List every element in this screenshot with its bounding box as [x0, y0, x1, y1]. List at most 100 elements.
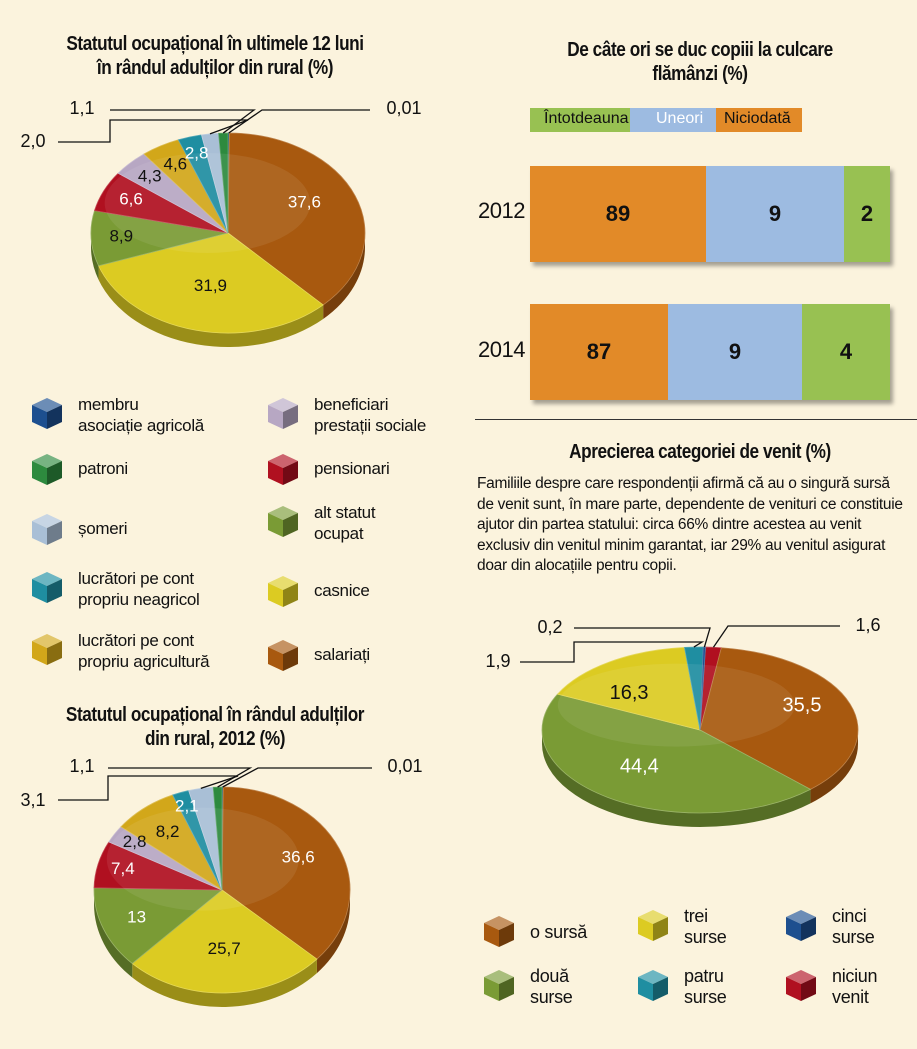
pie2-leader-1,1: [108, 767, 253, 788]
legend-cube-icon: [784, 908, 832, 947]
bar-category-2012: 2012: [478, 198, 525, 223]
legend-item-alt-statut-ocupat: alt statut ocupat: [266, 503, 376, 544]
bar-legend-uneori: Uneori: [630, 108, 716, 132]
chart1-title-line2: în rândul adulților din rural (%): [96, 57, 334, 79]
legend-label-line1: trei: [684, 906, 708, 926]
legend-cube-icon: [482, 968, 530, 1007]
pie2-slice-casnice: [131, 889, 318, 994]
legend-item-o-sursă: o sursă: [482, 914, 587, 953]
legend-label: lucrători pe cont propriu agricultură: [78, 630, 210, 672]
legend-label-line1: beneficiari: [314, 395, 389, 414]
legend-item-casnice: casnice: [266, 574, 370, 613]
legend-label-line2: surse: [684, 927, 727, 947]
pie3-slice-cinci-surse: [699, 646, 706, 731]
bar-2012-Întotdeauna: 2: [844, 166, 890, 262]
pie2-label-7,4: 7,4: [111, 859, 135, 878]
pie1-slice-casnice: [97, 232, 324, 334]
pie1-label-4,6: 4,6: [164, 155, 188, 174]
legend-label-line2: propriu neagricol: [78, 590, 200, 609]
chart1-title: Statutul ocupațional în ultimele 12 luni…: [47, 32, 382, 80]
pie1-side-salariați: [323, 233, 365, 319]
legend-label: patroni: [78, 458, 128, 479]
legend-label: beneficiari prestații sociale: [314, 394, 426, 436]
bar-chart-title-line1: De câte ori se duc copiii la culcare: [567, 39, 833, 61]
legend-label-line2: asociație agricolă: [78, 416, 204, 435]
chart3-pie: 35,5 44,4 16,3 1,6 1,9 0,2: [485, 615, 881, 827]
legend-label-line1: cinci: [832, 906, 867, 926]
legend-label: patru surse: [684, 966, 727, 1008]
pie2-label-25,7: 25,7: [208, 939, 241, 958]
legend-item-patru-surse: patru surse: [636, 966, 727, 1008]
legend-label-line1: alt statut: [314, 503, 376, 522]
pie2-leader-3,1: [58, 775, 239, 801]
legend-label-line1: salariați: [314, 645, 370, 664]
pie3-label-44,4: 44,4: [620, 755, 659, 777]
pie1-label-6,6: 6,6: [119, 190, 143, 209]
pie2-side-casnice: [132, 959, 317, 1007]
legend-label: două surse: [530, 966, 573, 1008]
legend-label-line2: surse: [832, 927, 875, 947]
pie1-callout-1,1: 1,1: [69, 98, 94, 118]
legend-label: trei surse: [684, 906, 727, 948]
pie1-side-casnice: [98, 265, 324, 347]
legend-label: membru asociație agricolă: [78, 394, 204, 436]
bar-2014-Niciodată: 87: [530, 304, 668, 400]
legend-label-line1: lucrători pe cont: [78, 569, 194, 588]
bar-legend-intotdeauna: Întotdeauna: [530, 108, 630, 132]
bar-row-2014: 87 9 4: [530, 304, 890, 400]
pie2-slice-patroni: [212, 786, 223, 891]
bar-2012-Uneori: 9: [706, 166, 844, 262]
chart3-note: Familiile despre care respondenții afirm…: [477, 475, 903, 574]
pie2-callout-0,01: 0,01: [387, 756, 422, 776]
legend-item-trei-surse: trei surse: [636, 906, 727, 948]
chart2-title-line2: din rural, 2012 (%): [145, 728, 285, 750]
legend-label-line2: ocupat: [314, 524, 364, 543]
pie3-slice-două-surse: [541, 693, 812, 814]
legend-cube-icon: [636, 968, 684, 1007]
legend-item-patroni: patroni: [30, 452, 128, 491]
chart2-title: Statutul ocupațional în rândul adulților…: [47, 703, 382, 751]
pie1-label-2,8: 2,8: [185, 144, 209, 163]
pie3-leader-1,6: [712, 625, 840, 648]
pie1-callout-2,0: 2,0: [20, 131, 45, 151]
pie3-label-35,5: 35,5: [783, 695, 822, 717]
pie2-side-salariați: [316, 890, 350, 974]
pie1-leader-1,1: [110, 109, 256, 134]
legend-cube-icon: [30, 512, 78, 551]
legend-cube-icon: [784, 968, 832, 1007]
pie2-label-2,8: 2,8: [123, 832, 147, 851]
pie2-label-13: 13: [127, 907, 146, 926]
bar-legend-niciodata: Niciodată: [716, 108, 802, 132]
pie1-label-37,6: 37,6: [288, 192, 321, 211]
bar-chart-title-line2: flămânzi (%): [652, 63, 748, 85]
legend-label-line2: prestații sociale: [314, 416, 427, 435]
legend-label-line1: niciun: [832, 966, 878, 986]
legend-cube-icon: [30, 452, 78, 491]
pie3-callout-1,6: 1,6: [855, 615, 880, 635]
pie3-slice-o-sursă: [699, 647, 859, 790]
bar-2014-Uneori: 9: [668, 304, 802, 400]
legend-label: niciun venit: [832, 966, 878, 1008]
legend-label: lucrători pe cont propriu neagricol: [78, 568, 200, 610]
pie2-callout-3,1: 3,1: [20, 790, 45, 810]
legend-item-două-surse: două surse: [482, 966, 573, 1008]
legend-label-line2: surse: [684, 987, 727, 1007]
legend-cube-icon: [636, 908, 684, 947]
legend-label-line1: patroni: [78, 459, 128, 478]
legend-cube-icon: [266, 574, 314, 613]
legend-label-line1: șomeri: [78, 519, 128, 538]
legend-label: cinci surse: [832, 906, 875, 948]
divider: [475, 419, 917, 420]
pie1-callout-0,01: 0,01: [386, 98, 421, 118]
legend-label: pensionari: [314, 458, 390, 479]
legend-cube-icon: [266, 638, 314, 677]
pie1-label-8,9: 8,9: [109, 227, 133, 246]
pie3-side-două-surse: [542, 730, 811, 827]
legend-item-cinci-surse: cinci surse: [784, 906, 875, 948]
legend-label: casnice: [314, 580, 370, 601]
pie2-label-2,1: 2,1: [175, 797, 199, 816]
pie3-slice-trei-surse: [556, 646, 701, 731]
pie2-slice-alt-statut-ocupat: [93, 887, 224, 964]
legend-label: salariați: [314, 644, 370, 665]
legend-label-line2: venit: [832, 987, 869, 1007]
